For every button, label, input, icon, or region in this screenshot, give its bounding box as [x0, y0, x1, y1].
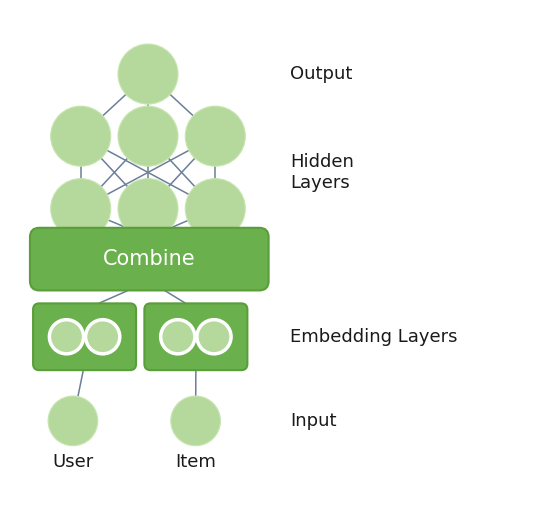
Circle shape — [86, 320, 120, 354]
Text: Embedding Layers: Embedding Layers — [290, 328, 458, 346]
Circle shape — [118, 44, 178, 104]
Circle shape — [50, 179, 111, 239]
FancyBboxPatch shape — [144, 304, 248, 370]
Circle shape — [171, 396, 221, 446]
Text: Combine: Combine — [103, 249, 195, 269]
Text: Output: Output — [290, 65, 353, 83]
FancyBboxPatch shape — [30, 228, 269, 290]
Circle shape — [161, 320, 195, 354]
Text: Input: Input — [290, 412, 337, 430]
Circle shape — [185, 106, 245, 166]
Circle shape — [197, 320, 231, 354]
Circle shape — [118, 179, 178, 239]
Text: User: User — [52, 453, 94, 471]
FancyBboxPatch shape — [33, 304, 136, 370]
Circle shape — [48, 396, 98, 446]
Circle shape — [50, 106, 111, 166]
Circle shape — [185, 179, 245, 239]
Text: Hidden
Layers: Hidden Layers — [290, 153, 354, 192]
Circle shape — [49, 320, 83, 354]
Circle shape — [118, 106, 178, 166]
Text: Item: Item — [175, 453, 216, 471]
